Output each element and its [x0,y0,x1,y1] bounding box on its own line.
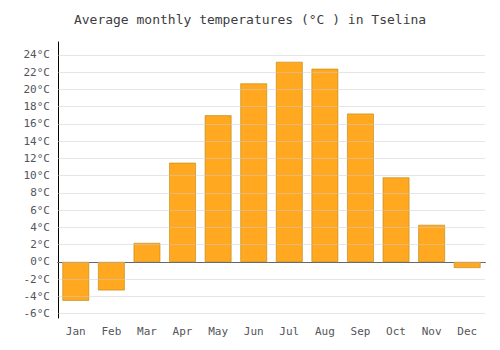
svg-text:Jun: Jun [244,325,264,338]
svg-text:6°C: 6°C [30,204,50,217]
svg-text:Sep: Sep [351,325,371,338]
svg-text:Feb: Feb [101,325,121,338]
svg-text:May: May [208,325,228,338]
svg-text:-2°C: -2°C [24,273,51,286]
svg-text:Apr: Apr [173,325,193,338]
svg-text:4°C: 4°C [30,221,50,234]
svg-text:-4°C: -4°C [24,290,51,303]
svg-text:12°C: 12°C [24,152,51,165]
svg-text:24°C: 24°C [24,48,51,61]
svg-text:Dec: Dec [457,325,477,338]
svg-text:18°C: 18°C [24,100,51,113]
svg-text:-6°C: -6°C [24,307,51,320]
svg-text:8°C: 8°C [30,186,50,199]
svg-text:0°C: 0°C [30,255,50,268]
svg-text:14°C: 14°C [24,135,51,148]
svg-text:22°C: 22°C [24,66,51,79]
svg-text:Jul: Jul [279,325,299,338]
svg-text:10°C: 10°C [24,169,51,182]
svg-text:Nov: Nov [422,325,442,338]
svg-text:Average monthly temperatures (: Average monthly temperatures (°C ) in Ts… [74,12,426,27]
svg-text:Aug: Aug [315,325,335,338]
svg-text:20°C: 20°C [24,83,51,96]
svg-text:2°C: 2°C [30,238,50,251]
svg-text:Mar: Mar [137,325,157,338]
svg-text:Jan: Jan [66,325,86,338]
svg-text:Oct: Oct [386,325,406,338]
svg-text:16°C: 16°C [24,117,51,130]
